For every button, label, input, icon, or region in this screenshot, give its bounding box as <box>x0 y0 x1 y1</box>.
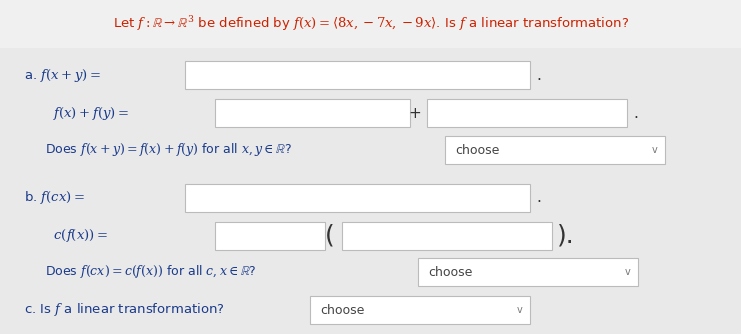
Text: .: . <box>633 106 638 121</box>
Text: (: ( <box>325 224 335 248</box>
Text: Let $f : \mathbb{R} \rightarrow \mathbb{R}^3$ be defined by $f(x) = \langle 8x, : Let $f : \mathbb{R} \rightarrow \mathbb{… <box>113 15 629 33</box>
Text: .: . <box>536 67 541 82</box>
Bar <box>185 61 530 89</box>
Text: b. $f(cx) =$: b. $f(cx) =$ <box>24 189 85 206</box>
Text: a. $f(x+y) =$: a. $f(x+y) =$ <box>24 66 101 84</box>
Bar <box>215 99 410 127</box>
Text: choose: choose <box>320 304 365 317</box>
Text: $f(x) + f(y) =$: $f(x) + f(y) =$ <box>45 105 129 122</box>
Text: Does $f(x+y) = f(x) + f(y)$ for all $x, y \in \mathbb{R}$?: Does $f(x+y) = f(x) + f(y)$ for all $x, … <box>45 142 292 159</box>
Text: ).: ). <box>557 224 575 248</box>
Text: choose: choose <box>428 266 472 279</box>
Bar <box>310 296 530 324</box>
Text: choose: choose <box>455 144 499 157</box>
Text: .: . <box>536 190 541 205</box>
Bar <box>215 222 325 250</box>
Bar <box>342 222 552 250</box>
Text: c. Is $f$ a linear transformation?: c. Is $f$ a linear transformation? <box>24 302 225 319</box>
Bar <box>445 136 665 164</box>
Text: v: v <box>516 305 522 315</box>
Text: v: v <box>624 267 630 277</box>
Bar <box>418 258 638 286</box>
Text: $c(f(x)) =$: $c(f(x)) =$ <box>45 227 108 244</box>
Bar <box>0 0 741 48</box>
Text: Does $f(cx) = c(f(x))$ for all $c, x \in \mathbb{R}$?: Does $f(cx) = c(f(x))$ for all $c, x \in… <box>45 264 256 281</box>
Text: v: v <box>651 145 657 155</box>
Text: +: + <box>408 106 422 121</box>
Bar <box>185 184 530 212</box>
Bar <box>427 99 627 127</box>
